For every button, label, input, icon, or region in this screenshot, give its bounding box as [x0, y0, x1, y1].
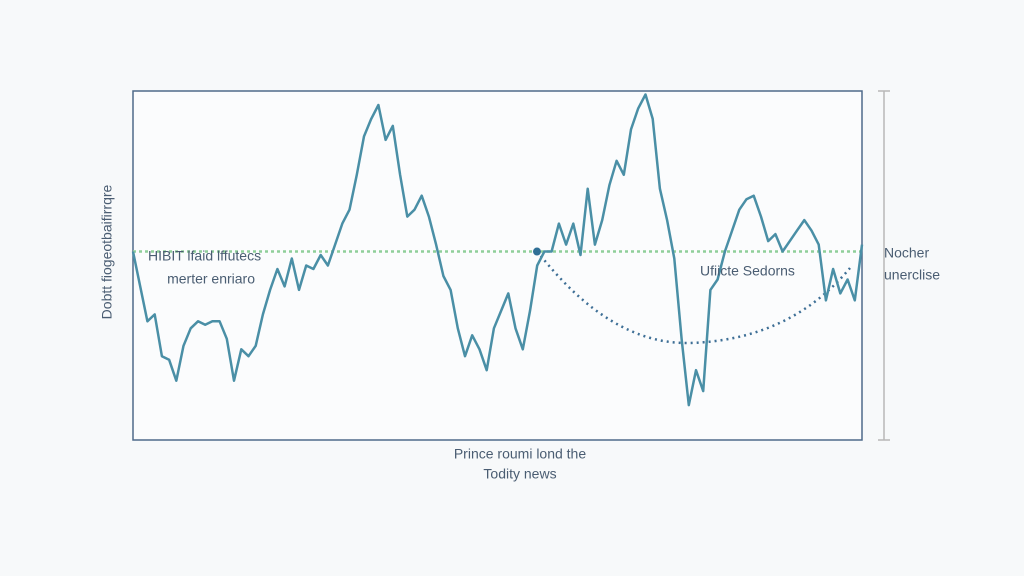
x-axis-label: Prince roumi lond the [454, 446, 587, 462]
annotation: merter enriaro [167, 271, 255, 287]
x-axis-label: Todity news [483, 466, 556, 482]
y-axis-label: Dobtt fiogeotbaifirrqre [99, 184, 115, 319]
plot-frame [132, 90, 863, 441]
price-line [131, 93, 864, 407]
side-label: Nocher [884, 245, 929, 261]
side-label: unerclise [884, 267, 940, 283]
dotted-arc [536, 250, 851, 345]
marker-dot [533, 247, 541, 256]
side-bracket [878, 90, 890, 441]
annotation: Ufiicte Sedorns [700, 263, 795, 279]
annotation: HIBIT lfaid lffutecs [148, 248, 261, 264]
